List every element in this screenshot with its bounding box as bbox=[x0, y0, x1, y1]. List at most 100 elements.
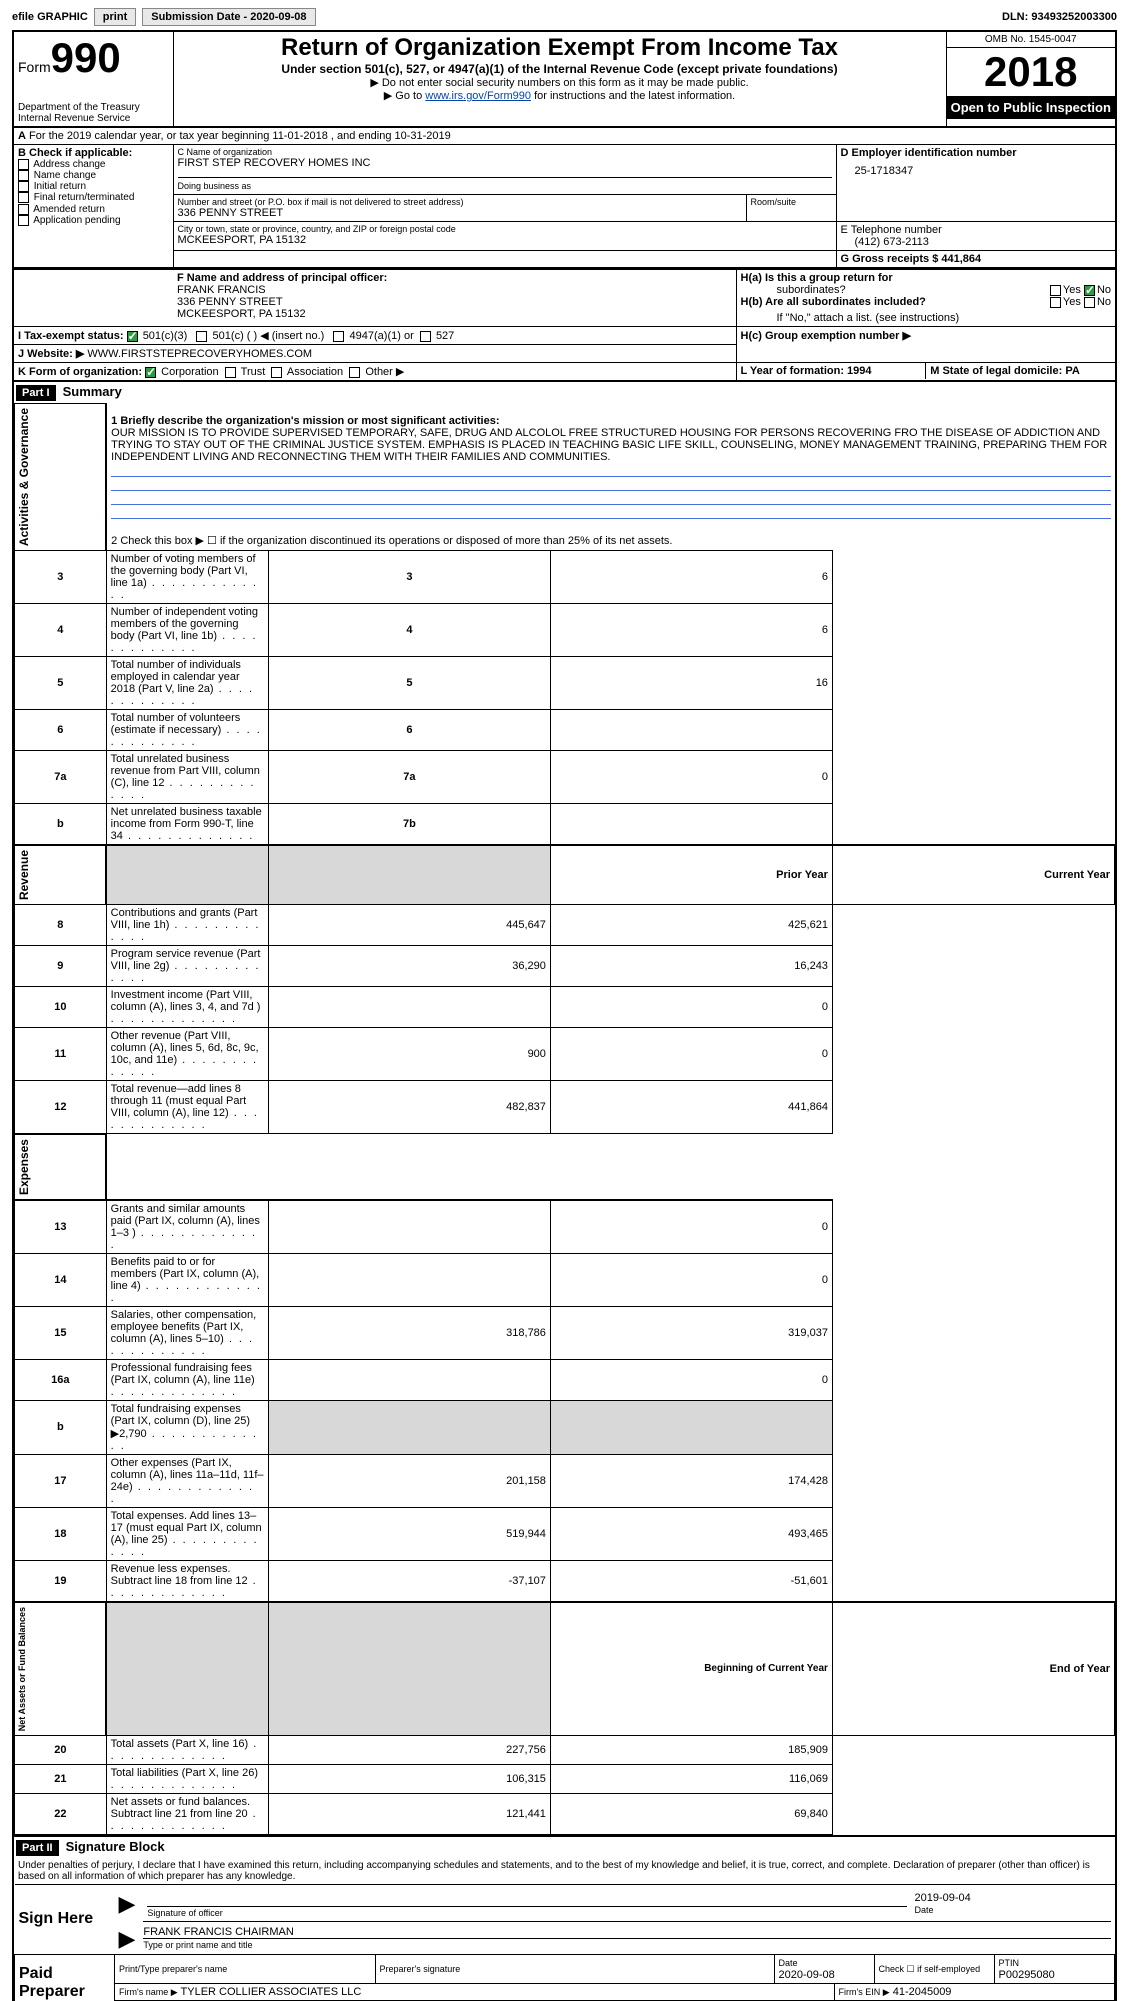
boxb-checkbox[interactable] bbox=[18, 192, 29, 203]
city-value: MCKEESPORT, PA 15132 bbox=[178, 234, 832, 246]
paid-prep-label: Paid Preparer Use Only bbox=[15, 1954, 115, 2001]
irs-link[interactable]: www.irs.gov/Form990 bbox=[425, 90, 531, 102]
527-checkbox[interactable] bbox=[420, 331, 431, 342]
gov-row: 4Number of independent voting members of… bbox=[15, 604, 1115, 657]
part1-header: Part I bbox=[16, 385, 56, 401]
dln-label: DLN: 93493252003300 bbox=[1002, 11, 1117, 23]
dept-label: Department of the Treasury Internal Reve… bbox=[18, 102, 169, 124]
fh-table: F Name and address of principal officer:… bbox=[12, 269, 1117, 382]
boxb-checkbox[interactable] bbox=[18, 215, 29, 226]
assoc-checkbox[interactable] bbox=[271, 367, 282, 378]
type-name-label: Type or print name and title bbox=[143, 1940, 252, 1950]
boxb-checkbox[interactable] bbox=[18, 170, 29, 181]
box-b-item: Application pending bbox=[18, 215, 169, 226]
boxb-checkbox[interactable] bbox=[18, 181, 29, 192]
box-j-label: J Website: ▶ bbox=[18, 348, 84, 360]
corp-checkbox[interactable] bbox=[145, 367, 156, 378]
col-curr: Current Year bbox=[832, 845, 1114, 905]
perjury-text: Under penalties of perjury, I declare th… bbox=[14, 1858, 1115, 1884]
officer-addr2: MCKEESPORT, PA 15132 bbox=[177, 308, 732, 320]
data-row: 10Investment income (Part VIII, column (… bbox=[15, 987, 1115, 1028]
form-label: Form990 bbox=[18, 34, 169, 82]
ein-value: 25-1718347 bbox=[855, 165, 1112, 177]
city-label: City or town, state or province, country… bbox=[178, 224, 832, 234]
data-row: 22Net assets or fund balances. Subtract … bbox=[15, 1793, 1115, 1834]
box-b-item: Address change bbox=[18, 159, 169, 170]
data-row: 17Other expenses (Part IX, column (A), l… bbox=[15, 1454, 1115, 1507]
box-c-label: C Name of organization bbox=[178, 147, 832, 157]
data-row: 16aProfessional fundraising fees (Part I… bbox=[15, 1359, 1115, 1400]
sign-here-label: Sign Here bbox=[15, 1884, 115, 1954]
tax-year: 2018 bbox=[947, 48, 1116, 96]
data-row: 18Total expenses. Add lines 13–17 (must … bbox=[15, 1507, 1115, 1560]
box-e-label: E Telephone number bbox=[841, 224, 1112, 236]
box-b-item: Initial return bbox=[18, 181, 169, 192]
mission-text: OUR MISSION IS TO PROVIDE SUPERVISED TEM… bbox=[111, 427, 1107, 463]
hb-note: If "No," attach a list. (see instruction… bbox=[777, 312, 1112, 324]
note-goto: ▶ Go to www.irs.gov/Form990 for instruct… bbox=[178, 89, 942, 102]
line1-label: 1 Briefly describe the organization's mi… bbox=[111, 415, 499, 427]
form-subtitle: Under section 501(c), 527, or 4947(a)(1)… bbox=[178, 62, 942, 76]
gov-row: bNet unrelated business taxable income f… bbox=[15, 804, 1115, 846]
data-row: 13Grants and similar amounts paid (Part … bbox=[15, 1200, 1115, 1254]
other-checkbox[interactable] bbox=[349, 367, 360, 378]
boxb-checkbox[interactable] bbox=[18, 204, 29, 215]
data-row: 20Total assets (Part X, line 16)227,7561… bbox=[15, 1735, 1115, 1764]
4947-checkbox[interactable] bbox=[333, 331, 344, 342]
vlabel-gov: Activities & Governance bbox=[15, 404, 33, 550]
data-row: 21Total liabilities (Part X, line 26)106… bbox=[15, 1764, 1115, 1793]
501c3-checkbox[interactable] bbox=[127, 331, 138, 342]
box-b-item: Name change bbox=[18, 170, 169, 181]
501c-checkbox[interactable] bbox=[196, 331, 207, 342]
data-row: 9Program service revenue (Part VIII, lin… bbox=[15, 946, 1115, 987]
part2-header: Part II bbox=[16, 1840, 59, 1856]
dba-label: Doing business as bbox=[178, 181, 252, 191]
gov-row: 6Total number of volunteers (estimate if… bbox=[15, 710, 1115, 751]
ha-label: H(a) Is this a group return for bbox=[741, 272, 893, 284]
ha-no-checkbox[interactable] bbox=[1084, 285, 1095, 296]
part1-table: Activities & Governance 1 Briefly descri… bbox=[14, 403, 1115, 1835]
form-number: 990 bbox=[51, 34, 121, 81]
omb-label: OMB No. 1545-0047 bbox=[947, 32, 1116, 48]
efile-label: efile GRAPHIC bbox=[12, 11, 88, 23]
form-title: Return of Organization Exempt From Incom… bbox=[178, 34, 942, 62]
data-row: 12Total revenue—add lines 8 through 11 (… bbox=[15, 1081, 1115, 1134]
part1-title: Summary bbox=[63, 384, 122, 399]
data-row: 8Contributions and grants (Part VIII, li… bbox=[15, 905, 1115, 946]
gov-row: 3Number of voting members of the governi… bbox=[15, 551, 1115, 604]
hb-no-checkbox[interactable] bbox=[1084, 297, 1095, 308]
ha-yes-checkbox[interactable] bbox=[1050, 285, 1061, 296]
hb-yes-checkbox[interactable] bbox=[1050, 297, 1061, 308]
box-b-label: B Check if applicable: bbox=[18, 147, 169, 159]
submission-date: Submission Date - 2020-09-08 bbox=[142, 8, 315, 26]
boxb-checkbox[interactable] bbox=[18, 159, 29, 170]
note-ssn: Do not enter social security numbers on … bbox=[178, 76, 942, 89]
print-button[interactable]: print bbox=[94, 8, 136, 26]
form-header-table: Form990 Department of the Treasury Inter… bbox=[12, 30, 1117, 128]
vlabel-net: Net Assets or Fund Balances bbox=[15, 1603, 29, 1735]
sig-officer-label: Signature of officer bbox=[147, 1908, 222, 1918]
info-table: B Check if applicable: Address change Na… bbox=[12, 144, 1117, 269]
officer-printed: FRANK FRANCIS CHAIRMAN bbox=[143, 1926, 1110, 1939]
vlabel-exp: Expenses bbox=[15, 1135, 33, 1199]
data-row: bTotal fundraising expenses (Part IX, co… bbox=[15, 1400, 1115, 1454]
box-k-label: K Form of organization: bbox=[18, 366, 142, 378]
hc-label: H(c) Group exemption number ▶ bbox=[741, 330, 911, 342]
trust-checkbox[interactable] bbox=[225, 367, 236, 378]
open-public: Open to Public Inspection bbox=[947, 96, 1116, 119]
box-f-label: F Name and address of principal officer: bbox=[177, 272, 732, 284]
website-value: WWW.FIRSTSTEPRECOVERYHOMES.COM bbox=[87, 348, 312, 360]
data-row: 15Salaries, other compensation, employee… bbox=[15, 1306, 1115, 1359]
box-b-item: Final return/terminated bbox=[18, 192, 169, 203]
signature-table: Sign Here ▶ Signature of officer 2019-09… bbox=[14, 1884, 1115, 2001]
org-name: FIRST STEP RECOVERY HOMES INC bbox=[178, 157, 832, 169]
col-beg: Beginning of Current Year bbox=[550, 1602, 832, 1736]
box-l: L Year of formation: 1994 bbox=[741, 365, 872, 377]
box-i-label: I Tax-exempt status: bbox=[18, 330, 124, 342]
date-label: Date bbox=[915, 1905, 934, 1915]
addr-label: Number and street (or P.O. box if mail i… bbox=[178, 197, 742, 207]
period-line: A For the 2019 calendar year, or tax yea… bbox=[12, 128, 1117, 144]
col-prior: Prior Year bbox=[550, 845, 832, 905]
room-label: Room/suite bbox=[751, 197, 832, 207]
part2-title: Signature Block bbox=[66, 1839, 165, 1854]
